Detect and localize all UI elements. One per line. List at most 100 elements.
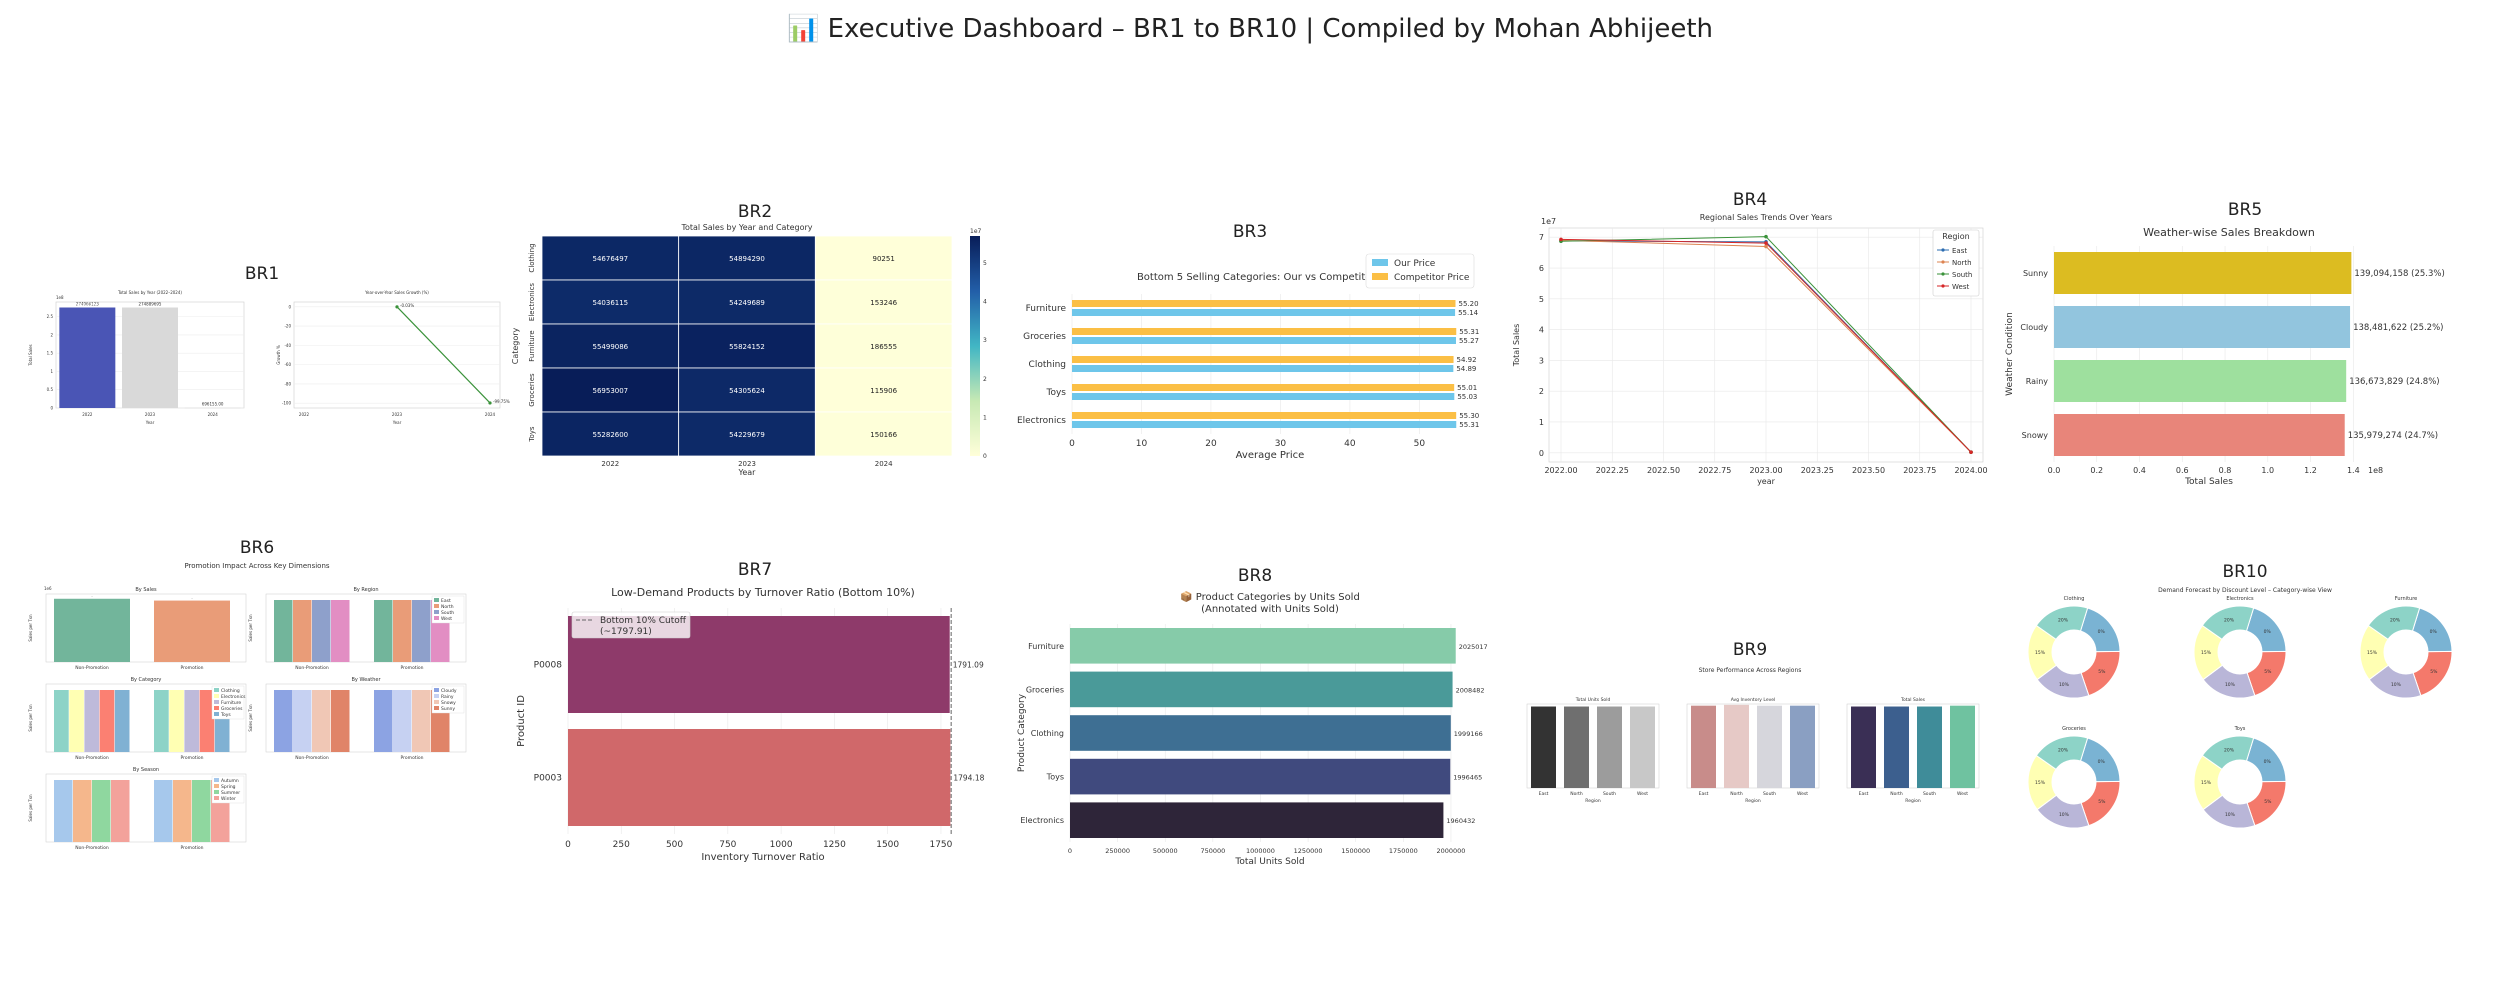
cell-label: 186555	[870, 343, 897, 351]
slice-label: 0%	[2098, 759, 2106, 765]
legend-swatch	[214, 694, 219, 698]
panel-br9: BR9 Store Performance Across Regions Tota…	[1505, 640, 1995, 820]
slice-label: 20%	[2224, 747, 2235, 753]
page-title: 📊 Executive Dashboard – BR1 to BR10 | Co…	[786, 14, 1714, 44]
bar	[54, 690, 69, 752]
legend-label: South	[1952, 271, 1972, 279]
legend-swatch	[214, 796, 219, 800]
bar	[1072, 384, 1455, 391]
bar	[274, 600, 293, 662]
br2-heatmap: Total Sales by Year and Category 54676497…	[511, 223, 987, 477]
tick-label: 1000000	[1246, 847, 1275, 855]
data-point	[1764, 241, 1768, 245]
slice-label: 5%	[2430, 669, 2438, 675]
tick-label: Electronics	[1017, 416, 1066, 426]
y-axis-label: Weather Condition	[2005, 312, 2015, 396]
tick-label: West	[1957, 791, 1968, 797]
br6-promotion-charts: Promotion Impact Across Key Dimensions By…	[28, 562, 467, 851]
heatmap-cell	[541, 411, 680, 457]
tick-label: Clothing	[528, 243, 536, 272]
br3-price-bar-chart: Bottom 5 Selling Categories: Our vs Comp…	[1017, 253, 1479, 461]
cell-label: 54676497	[593, 255, 629, 263]
data-label: 696155.00	[202, 402, 224, 407]
bar	[1072, 328, 1457, 335]
legend-swatch	[214, 706, 219, 710]
tick-label: 2023	[145, 412, 156, 417]
chart-title: Year-over-Year Sales Growth (%)	[364, 290, 429, 295]
bar	[73, 780, 92, 842]
bar	[1070, 715, 1451, 751]
tick-label: North	[1570, 791, 1583, 797]
tick-label: West	[1797, 791, 1808, 797]
slice-label: 10%	[2225, 812, 2236, 818]
subplot-title: Total Sales	[1900, 697, 1926, 703]
tick-label: Promotion	[181, 755, 204, 761]
subplot-title: Clothing	[2064, 596, 2085, 602]
donut-slice	[2367, 605, 2421, 641]
data-point	[1969, 450, 1973, 454]
bar	[199, 690, 215, 752]
cell-label: 54036115	[593, 299, 629, 307]
chart-title: Demand Forecast by Discount Level – Cate…	[2158, 587, 2332, 594]
legend-title: Region	[1942, 232, 1969, 241]
tick-label: Non-Promotion	[75, 845, 109, 851]
bar	[293, 690, 312, 752]
x-axis-label: Total Units Sold	[1234, 857, 1304, 867]
bar	[1564, 706, 1589, 788]
slice-label: 10%	[2059, 812, 2070, 818]
legend-swatch	[1372, 259, 1388, 266]
data-label: 55.30	[1459, 412, 1479, 420]
tick-label: Sunny	[2023, 269, 2048, 278]
cell-label: 90251	[873, 255, 895, 263]
tick-label: Electronics	[528, 283, 536, 322]
data-label: 2008482	[1456, 686, 1485, 694]
legend-box	[1365, 253, 1475, 289]
panel-title: BR7	[737, 560, 773, 580]
legend-box	[1932, 229, 1980, 297]
chart-title: 📦 Product Categories by Units Sold	[1180, 590, 1360, 603]
tick-label: 2024	[485, 412, 496, 417]
tick-label: -60	[284, 362, 291, 367]
data-label: -0.03%	[400, 303, 414, 308]
colorbar-tick: 3	[983, 337, 987, 344]
y-axis-label: Product Category	[1017, 693, 1027, 772]
x-axis-label: year	[1757, 477, 1776, 486]
data-label: 135,979,274 (24.7%)	[2348, 431, 2438, 441]
slice-label: 20%	[2390, 617, 2401, 623]
y-axis-label: Total Sales	[28, 344, 33, 366]
data-label: 136,673,829 (24.8%)	[2349, 377, 2439, 387]
y-axis-label: Product ID	[516, 695, 527, 747]
x-axis-label: Average Price	[1236, 450, 1305, 461]
data-point	[1764, 234, 1768, 239]
tick-label: P0008	[534, 661, 563, 671]
panel-title: BR6	[239, 538, 275, 558]
bar	[111, 780, 130, 842]
chart-title: Weather-wise Sales Breakdown	[2143, 226, 2315, 239]
legend-label: Summer	[221, 790, 240, 796]
bar	[293, 600, 312, 662]
panel-br8: BR8 📦 Product Categories by Units Sold (A…	[1010, 566, 1500, 886]
tick-label: South	[1763, 791, 1776, 797]
tick-label: 2024	[208, 412, 219, 417]
panel-br6: BR6 Promotion Impact Across Key Dimensio…	[22, 538, 502, 908]
y-axis-label: Sales per Txn	[248, 614, 253, 642]
tick-label: Toys	[1046, 773, 1064, 782]
legend-marker	[1941, 272, 1945, 276]
tick-label: 1000	[770, 840, 793, 850]
tick-label: 3	[1539, 356, 1544, 365]
bar	[1950, 705, 1975, 788]
legend-label: Our Price	[1394, 259, 1436, 269]
bar	[393, 600, 412, 662]
panel-title: BR10	[2222, 562, 2268, 582]
colorbar	[970, 236, 980, 456]
tick-label: 20	[1205, 439, 1217, 449]
bar	[122, 307, 178, 408]
tick-label: Cloudy	[2020, 323, 2048, 332]
legend-label: Competitor Price	[1394, 273, 1470, 283]
bar	[59, 307, 116, 408]
legend-label: Electronics	[221, 694, 246, 700]
legend-label: (~1797.91)	[600, 627, 652, 637]
tick-label: 2022	[82, 412, 93, 417]
panel-title: BR3	[1232, 222, 1268, 242]
tick-label: 40	[1344, 439, 1356, 449]
